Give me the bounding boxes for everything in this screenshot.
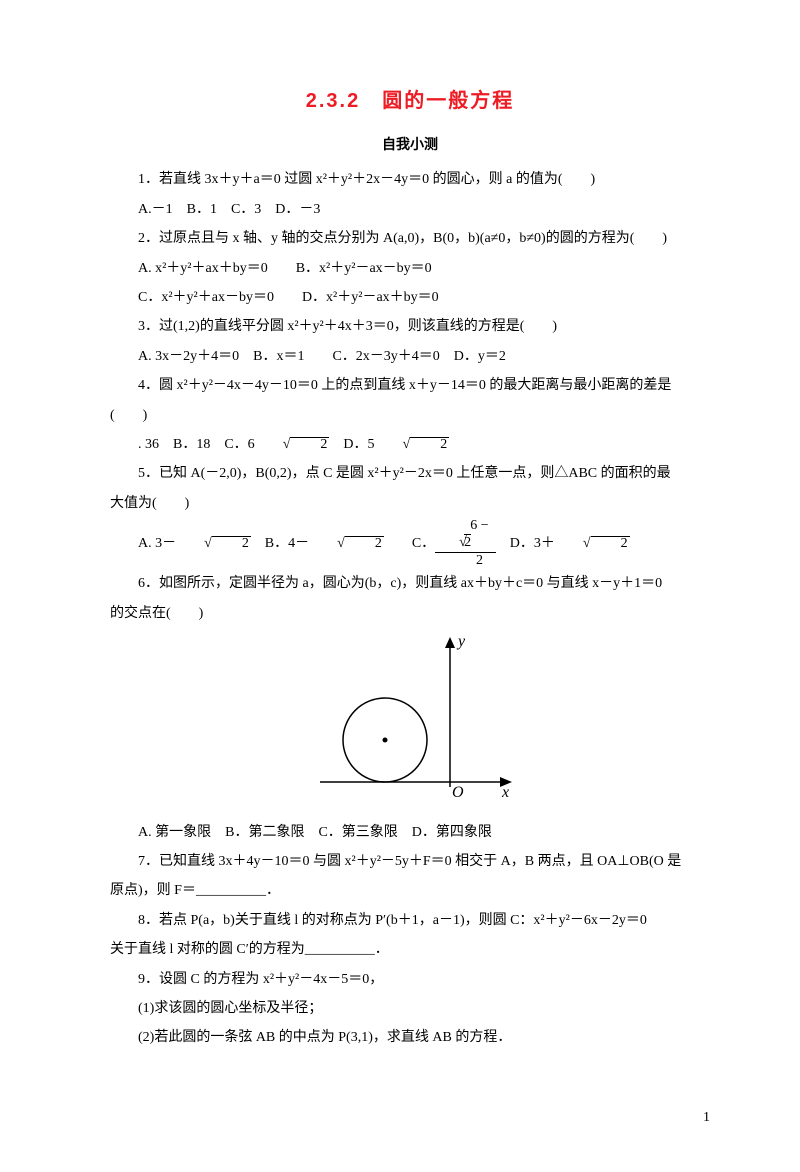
- sqrt-2-icon: √2: [255, 437, 330, 452]
- question-4-options: . 36 B．18 C．6√2 D．5√2: [110, 430, 710, 459]
- question-6-options: A. 第一象限 B．第二象限 C．第三象限 D．第四象限: [110, 818, 710, 847]
- question-2-options-ab: A. x²＋y²＋ax＋by＝0 B．x²＋y²－ax－by＝0: [110, 254, 710, 283]
- question-6-line2: 的交点在( ): [110, 599, 710, 628]
- q5-opt-c: C．: [384, 536, 435, 551]
- question-9-part-1: (1)求该圆的圆心坐标及半径；: [110, 994, 710, 1023]
- q5-opt-a: A. 3－: [138, 536, 176, 551]
- question-9: 9．设圆 C 的方程为 x²＋y²－4x－5＝0，: [110, 965, 710, 994]
- page-title: 2.3.2 圆的一般方程: [110, 80, 710, 122]
- question-3-options: A. 3x－2y＋4＝0 B．x＝1 C．2x－3y＋4＝0 D．y＝2: [110, 342, 710, 371]
- question-2: 2．过原点且与 x 轴、y 轴的交点分别为 A(a,0)，B(0，b)(a≠0，…: [110, 224, 710, 253]
- question-5-line2: 大值为( ): [110, 489, 710, 518]
- axis-circle-figure: y O x: [110, 632, 710, 813]
- sqrt-2-icon: √2: [555, 536, 630, 551]
- question-3: 3．过(1,2)的直线平分圆 x²＋y²＋4x＋3＝0，则该直线的方程是( ): [110, 312, 710, 341]
- question-1: 1．若直线 3x＋y＋a＝0 过圆 x²＋y²＋2x－4y＝0 的圆心，则 a …: [110, 165, 710, 194]
- question-8-line2: 关于直线 l 对称的圆 C′的方程为__________．: [110, 935, 710, 964]
- question-1-options: A.－1 B．1 C．3 D．－3: [110, 195, 710, 224]
- axis-label-x: x: [501, 784, 509, 801]
- question-6: 6．如图所示，定圆半径为 a，圆心为(b，c)，则直线 ax＋by＋c＝0 与直…: [110, 569, 710, 598]
- q4-opt-text-a: . 36 B．18 C．6: [138, 437, 255, 452]
- q5-opt-d: D．3＋: [496, 536, 555, 551]
- question-4-paren: ( ): [110, 401, 710, 430]
- fraction-icon: 6 − 2√2: [435, 518, 496, 569]
- axis-label-y: y: [456, 633, 466, 650]
- question-4: 4．圆 x²＋y²－4x－4y－10＝0 上的点到直线 x＋y－14＝0 的最大…: [110, 371, 710, 400]
- sqrt-2-icon: √2: [309, 536, 384, 551]
- section-subtitle: 自我小测: [110, 130, 710, 159]
- question-2-options-cd: C．x²＋y²＋ax－by＝0 D．x²＋y²－ax＋by＝0: [110, 283, 710, 312]
- question-7-line2: 原点)，则 F＝__________．: [110, 876, 710, 905]
- q5-opt-b: B．4－: [251, 536, 309, 551]
- page-number: 1: [110, 1103, 710, 1132]
- question-7: 7．已知直线 3x＋4y－10＝0 与圆 x²＋y²－5y＋F＝0 相交于 A，…: [110, 847, 710, 876]
- axis-label-o: O: [452, 784, 464, 801]
- question-5: 5．已知 A(－2,0)，B(0,2)，点 C 是圆 x²＋y²－2x＝0 上任…: [110, 459, 710, 488]
- sqrt-2-icon: √2: [375, 437, 450, 452]
- sqrt-2-icon: √2: [176, 536, 251, 551]
- question-9-part-2: (2)若此圆的一条弦 AB 的中点为 P(3,1)，求直线 AB 的方程．: [110, 1023, 710, 1052]
- question-8: 8．若点 P(a，b)关于直线 l 的对称点为 P′(b＋1，a－1)，则圆 C…: [110, 906, 710, 935]
- question-5-options: A. 3－√2 B．4－√2 C．6 − 2√2 D．3＋√2: [110, 518, 710, 569]
- q4-opt-text-d: D．5: [329, 437, 374, 452]
